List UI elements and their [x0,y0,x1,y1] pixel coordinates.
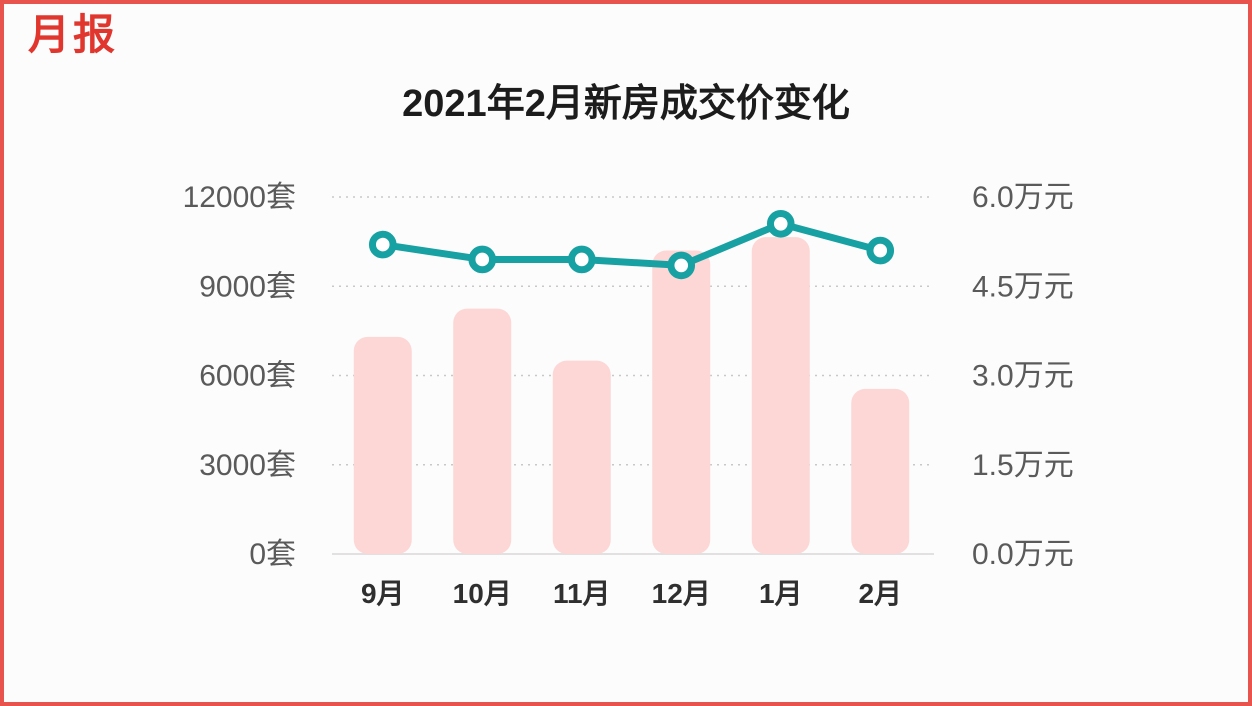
right-axis-tick-label: 1.5万元 [972,449,1074,482]
bar-1月 [751,237,810,554]
price-line [379,220,884,269]
x-axis-label-1月: 1月 [759,578,803,609]
price-point-1月 [766,209,795,238]
x-axis-label-2月: 2月 [858,578,902,609]
left-axis-tick-label: 9000套 [199,270,296,303]
bar-2月 [851,388,910,554]
bar-12月 [652,250,711,555]
price-point-9月 [368,230,397,259]
left-axis-tick-label: 6000套 [199,360,296,393]
right-axis-tick-label: 3.0万元 [972,360,1074,393]
right-axis-tick-label: 6.0万元 [972,181,1074,214]
monthly-report-logo: 月报 [28,11,119,58]
bar-9月 [353,336,412,554]
left-axis-tick-label: 0套 [249,538,296,571]
x-axis-label-10月: 10月 [453,578,512,609]
price-point-11月 [567,245,596,274]
price-point-2月 [866,236,895,265]
right-axis-tick-label: 4.5万元 [972,270,1074,303]
left-axis-tick-label: 3000套 [199,449,296,482]
x-axis-label-12月: 12月 [652,578,711,609]
new-home-price-combo-chart: 0套 0.0万元 3000套 1.5万元 6000套 3.0万元 9000套 4.5万元 120… [183,181,1074,609]
chart-title: 2021年2月新房成交价变化 [402,83,850,125]
bar-10月 [453,308,512,554]
x-axis-label-9月: 9月 [361,578,405,609]
price-point-10月 [468,245,497,274]
x-axis-label-11月: 11月 [553,578,611,609]
bar-11月 [552,360,611,554]
price-point-12月 [667,251,696,280]
right-axis-tick-label: 0.0万元 [972,538,1074,571]
left-axis-tick-label: 12000套 [183,181,296,214]
